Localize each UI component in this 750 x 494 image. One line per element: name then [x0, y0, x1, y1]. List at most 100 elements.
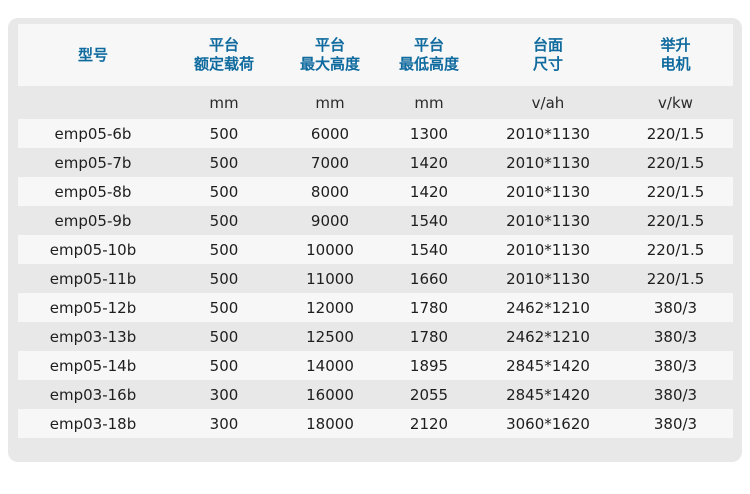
table-row: emp05-11b 500 11000 1660 2010*1130 220/1.5: [18, 264, 733, 293]
cell-motor: 220/1.5: [618, 235, 733, 264]
cell-platform-size: 2010*1130: [478, 264, 618, 293]
table-row: emp03-13b 500 12500 1780 2462*1210 380/3: [18, 322, 733, 351]
cell-min-height: 1660: [380, 264, 478, 293]
cell-load: 300: [168, 409, 280, 438]
cell-platform-size: 3060*1620: [478, 409, 618, 438]
table-row: emp05-10b 500 10000 1540 2010*1130 220/1.5: [18, 235, 733, 264]
cell-motor: 220/1.5: [618, 177, 733, 206]
cell-min-height: 2120: [380, 409, 478, 438]
cell-platform-size: 2462*1210: [478, 293, 618, 322]
column-header-6: 举升 电机: [618, 24, 733, 86]
column-header-line1: 台面: [532, 36, 563, 54]
column-header-4: 平台 最低高度: [380, 24, 478, 86]
cell-min-height: 1420: [380, 148, 478, 177]
cell-motor: 220/1.5: [618, 148, 733, 177]
cell-min-height: 1780: [380, 293, 478, 322]
cell-motor: 380/3: [618, 293, 733, 322]
cell-motor: 380/3: [618, 409, 733, 438]
cell-min-height: 2055: [380, 380, 478, 409]
column-header-line1: 平台: [208, 36, 239, 54]
cell-platform-size: 2010*1130: [478, 148, 618, 177]
cell-platform-size: 2010*1130: [478, 206, 618, 235]
column-unit-4: mm: [380, 86, 478, 119]
cell-load: 500: [168, 177, 280, 206]
cell-max-height: 14000: [280, 351, 380, 380]
column-header-line2: 电机: [660, 55, 691, 73]
table-row: emp03-18b 300 18000 2120 3060*1620 380/3: [18, 409, 733, 438]
cell-platform-size: 2462*1210: [478, 322, 618, 351]
cell-max-height: 18000: [280, 409, 380, 438]
column-header-5: 台面 尺寸: [478, 24, 618, 86]
cell-max-height: 16000: [280, 380, 380, 409]
cell-platform-size: 2845*1420: [478, 380, 618, 409]
specification-table: 型号 平台 额定载荷 平台 最大高度 平台 最低高度 台面 尺寸 举升 电机 mm mm mm v/ah v/…: [18, 24, 733, 438]
cell-motor: 380/3: [618, 322, 733, 351]
cell-platform-size: 2010*1130: [478, 119, 618, 148]
cell-platform-size: 2845*1420: [478, 351, 618, 380]
column-unit-3: mm: [280, 86, 380, 119]
cell-min-height: 1895: [380, 351, 478, 380]
cell-min-height: 1540: [380, 235, 478, 264]
column-unit-5: v/ah: [478, 86, 618, 119]
cell-model: emp03-16b: [18, 380, 168, 409]
column-header-line1: 举升: [660, 36, 691, 54]
column-unit-2: mm: [168, 86, 280, 119]
cell-model: emp05-7b: [18, 148, 168, 177]
table-row: emp05-12b 500 12000 1780 2462*1210 380/3: [18, 293, 733, 322]
cell-load: 500: [168, 264, 280, 293]
cell-model: emp03-18b: [18, 409, 168, 438]
column-unit-1: [18, 86, 168, 119]
cell-motor: 380/3: [618, 351, 733, 380]
cell-motor: 220/1.5: [618, 119, 733, 148]
cell-max-height: 12000: [280, 293, 380, 322]
table-row: emp05-14b 500 14000 1895 2845*1420 380/3: [18, 351, 733, 380]
cell-model: emp03-13b: [18, 322, 168, 351]
cell-model: emp05-10b: [18, 235, 168, 264]
cell-load: 500: [168, 119, 280, 148]
column-header-line2: 最低高度: [398, 55, 459, 73]
cell-platform-size: 2010*1130: [478, 177, 618, 206]
table-row: emp05-8b 500 8000 1420 2010*1130 220/1.5: [18, 177, 733, 206]
cell-model: emp05-8b: [18, 177, 168, 206]
cell-motor: 220/1.5: [618, 264, 733, 293]
column-header-line1: 型号: [77, 45, 108, 64]
cell-load: 500: [168, 293, 280, 322]
cell-model: emp05-12b: [18, 293, 168, 322]
cell-load: 500: [168, 351, 280, 380]
cell-max-height: 6000: [280, 119, 380, 148]
column-header-line2: 额定载荷: [193, 55, 254, 73]
cell-max-height: 7000: [280, 148, 380, 177]
column-header-2: 平台 额定载荷: [168, 24, 280, 86]
cell-min-height: 1780: [380, 322, 478, 351]
cell-load: 500: [168, 235, 280, 264]
cell-load: 500: [168, 206, 280, 235]
specification-panel: 型号 平台 额定载荷 平台 最大高度 平台 最低高度 台面 尺寸 举升 电机 mm mm mm v/ah v/…: [8, 18, 742, 462]
cell-min-height: 1420: [380, 177, 478, 206]
cell-platform-size: 2010*1130: [478, 235, 618, 264]
cell-max-height: 9000: [280, 206, 380, 235]
column-header-1: 型号: [18, 24, 168, 86]
table-row: emp03-16b 300 16000 2055 2845*1420 380/3: [18, 380, 733, 409]
table-units-row: mm mm mm v/ah v/kw: [18, 86, 733, 119]
cell-load: 300: [168, 380, 280, 409]
cell-max-height: 11000: [280, 264, 380, 293]
cell-model: emp05-6b: [18, 119, 168, 148]
table-row: emp05-6b 500 6000 1300 2010*1130 220/1.5: [18, 119, 733, 148]
table-row: emp05-7b 500 7000 1420 2010*1130 220/1.5: [18, 148, 733, 177]
cell-max-height: 8000: [280, 177, 380, 206]
cell-load: 500: [168, 148, 280, 177]
column-header-line2: 尺寸: [532, 55, 563, 73]
cell-load: 500: [168, 322, 280, 351]
cell-max-height: 10000: [280, 235, 380, 264]
cell-min-height: 1300: [380, 119, 478, 148]
column-header-line1: 平台: [413, 36, 444, 54]
cell-motor: 220/1.5: [618, 206, 733, 235]
column-unit-6: v/kw: [618, 86, 733, 119]
column-header-line1: 平台: [314, 36, 345, 54]
cell-min-height: 1540: [380, 206, 478, 235]
cell-motor: 380/3: [618, 380, 733, 409]
table-row: emp05-9b 500 9000 1540 2010*1130 220/1.5: [18, 206, 733, 235]
cell-model: emp05-11b: [18, 264, 168, 293]
table-header-row: 型号 平台 额定载荷 平台 最大高度 平台 最低高度 台面 尺寸 举升 电机: [18, 24, 733, 86]
cell-max-height: 12500: [280, 322, 380, 351]
